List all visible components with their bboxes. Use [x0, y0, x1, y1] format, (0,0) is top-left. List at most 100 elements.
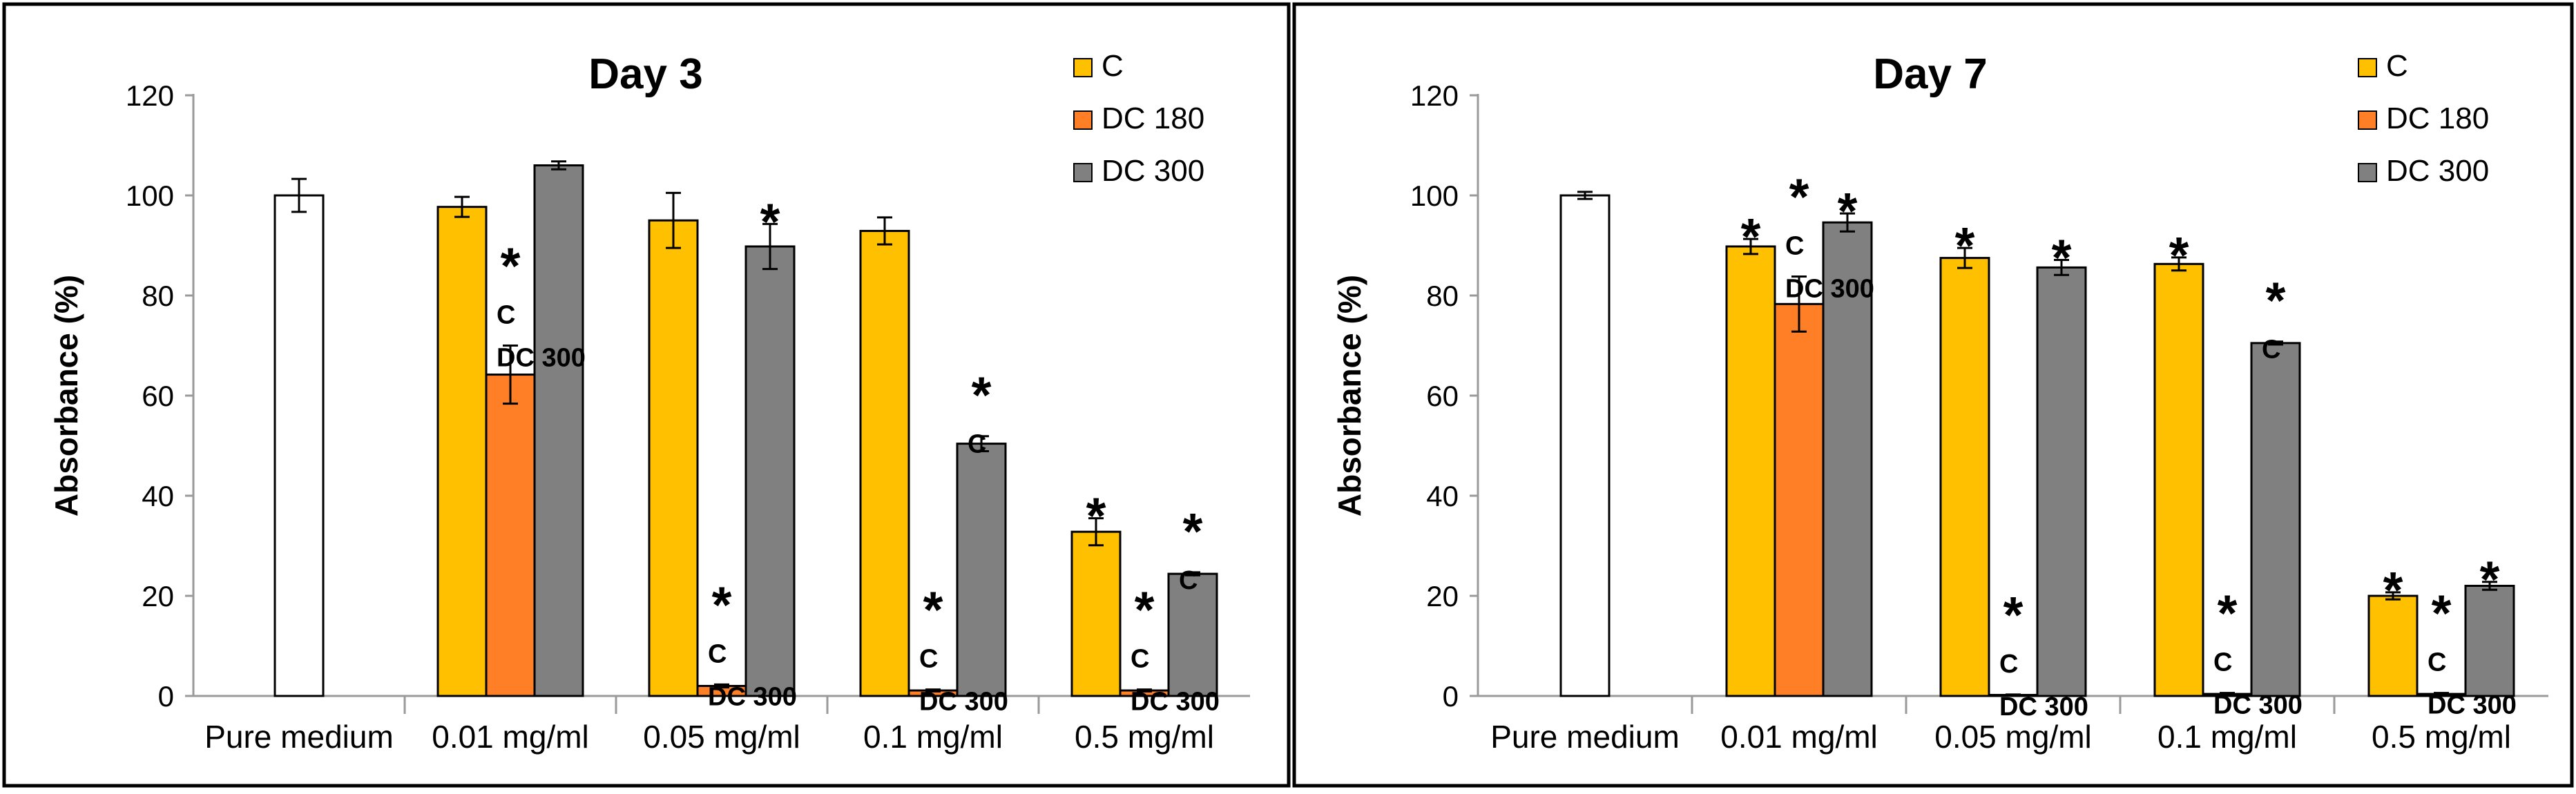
significance-star: *	[1955, 217, 1975, 274]
legend-label: DC 300	[2386, 154, 2489, 188]
y-axis-label: Absorbance (%)	[1332, 275, 1367, 516]
y-tick-label: 60	[1426, 380, 1459, 412]
significance-label: C	[1999, 650, 2018, 679]
y-tick-label: 80	[1426, 280, 1459, 312]
y-tick-label: 20	[1426, 580, 1459, 612]
x-tick-label: 0.1 mg/ml	[863, 719, 1003, 755]
bar-pure-medium	[1559, 194, 1611, 697]
chart-title: Day 7	[1873, 50, 1987, 98]
y-tick-label: 120	[126, 79, 174, 112]
legend-swatch	[2358, 110, 2377, 130]
significance-label: C	[919, 645, 938, 674]
significance-label: DC 300	[497, 344, 586, 373]
legend-label: C	[1102, 49, 1124, 83]
y-tick-label: 40	[142, 480, 174, 512]
significance-star: *	[1838, 182, 1858, 240]
bar-dc-300	[1167, 572, 1218, 697]
y-axis-label: Absorbance (%)	[48, 275, 84, 516]
legend: C DC 180 DC 300	[1073, 49, 1204, 188]
bar-dc-300	[533, 164, 584, 697]
x-tick-label: 0.01 mg/ml	[432, 719, 589, 755]
legend-swatch	[1073, 163, 1093, 182]
significance-star: *	[2480, 551, 2500, 608]
x-tick-label: Pure medium	[1490, 719, 1680, 755]
y-tick-label: 80	[142, 280, 174, 312]
bar-c	[648, 219, 699, 697]
bar-dc-180	[485, 374, 536, 697]
x-tick-label: 0.1 mg/ml	[2157, 719, 2297, 755]
y-tick-label: 100	[126, 180, 174, 212]
significance-star: *	[1086, 487, 1106, 545]
x-tick-label: 0.01 mg/ml	[1720, 719, 1878, 755]
significance-label: DC 300	[1785, 274, 1874, 303]
significance-label: C	[2262, 336, 2280, 365]
bar-c	[1070, 530, 1122, 697]
legend-label: DC 300	[1102, 154, 1204, 188]
chart-title: Day 3	[588, 50, 702, 98]
significance-star: *	[2052, 229, 2072, 287]
significance-label: DC 300	[1999, 693, 2088, 722]
bar-pure-medium	[273, 194, 325, 697]
significance-star: *	[1183, 503, 1203, 560]
significance-star: *	[972, 367, 992, 424]
x-tick-label: Pure medium	[204, 719, 394, 755]
bar-dc-180	[1774, 302, 1825, 697]
x-tick-label: 0.5 mg/ml	[1075, 719, 1214, 755]
x-tick-label: 0.5 mg/ml	[2372, 719, 2511, 755]
bar-dc-300	[956, 443, 1007, 697]
y-tick-label: 20	[142, 580, 174, 612]
significance-star: *	[2432, 585, 2452, 642]
y-tick-label: 0	[158, 680, 174, 713]
bar-c	[436, 206, 488, 697]
legend-swatch	[2358, 163, 2377, 182]
significance-star: *	[1741, 208, 1761, 265]
legend-swatch	[2358, 58, 2377, 77]
x-tick-label: 0.05 mg/ml	[643, 719, 800, 755]
significance-star: *	[2218, 585, 2238, 642]
significance-star: *	[1789, 168, 1809, 225]
legend-label: C	[2386, 49, 2408, 83]
legend-label: DC 180	[2386, 101, 2489, 135]
bar-c	[2153, 262, 2204, 697]
y-tick-label: 100	[1410, 180, 1459, 212]
bar-dc-300	[1822, 221, 1873, 697]
significance-label: C	[2428, 648, 2446, 677]
significance-label: C	[1179, 566, 1198, 595]
legend-swatch	[1073, 110, 1093, 130]
significance-star: *	[2003, 586, 2024, 643]
significance-star: *	[760, 193, 780, 250]
panel-border	[1292, 2, 2574, 788]
x-tick-label: 0.05 mg/ml	[1934, 719, 2092, 755]
y-tick-label: 120	[1410, 79, 1459, 112]
significance-star: *	[2169, 226, 2189, 284]
chart-panel-2: 0 20 40 60 80 100 120 Absorbance (%) Day 7 Pure m…	[1292, 2, 2574, 788]
significance-star: *	[923, 581, 943, 639]
chart-panel-1: 0 20 40 60 80 100 120 Absorbance (%) Day 3 Pure m…	[2, 2, 1291, 788]
legend-label: DC 180	[1102, 101, 1204, 135]
significance-label: C	[2213, 648, 2232, 677]
y-tick-label: 60	[142, 380, 174, 412]
bar-c	[1939, 257, 1990, 697]
significance-star: *	[712, 576, 732, 633]
bar-c	[1725, 245, 1776, 697]
significance-label: C	[968, 430, 986, 459]
significance-label: C	[497, 301, 515, 330]
bar-dc-300	[2250, 342, 2301, 697]
significance-star: *	[1135, 581, 1155, 639]
bar-dc-300	[2036, 266, 2087, 697]
legend-swatch	[1073, 58, 1093, 77]
significance-label: DC 300	[2428, 691, 2517, 720]
significance-label: C	[1131, 645, 1149, 674]
significance-label: C	[1785, 231, 1804, 260]
significance-label: DC 300	[708, 682, 797, 711]
significance-label: DC 300	[919, 688, 1008, 717]
y-tick-label: 0	[1443, 680, 1459, 713]
bar-c	[2367, 594, 2419, 697]
significance-star: *	[501, 238, 521, 295]
bar-c	[859, 229, 910, 697]
bar-dc-300	[744, 245, 796, 697]
significance-star: *	[2383, 561, 2403, 619]
significance-label: DC 300	[2213, 691, 2303, 720]
